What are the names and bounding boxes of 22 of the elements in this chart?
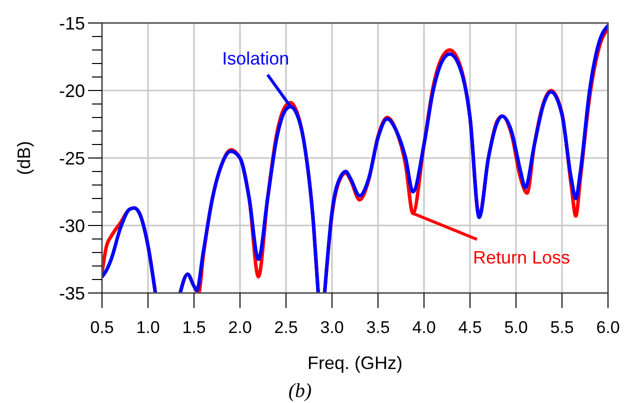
y-axis-title: (dB) [14,140,34,176]
x-tick-label: 5.5 [550,318,574,337]
text: (b) [288,380,312,402]
x-tick-label: 3.5 [366,318,390,337]
x-tick-label: 3.0 [320,318,344,337]
series-label: Return Loss [472,247,570,268]
y-tick-label: -25 [58,148,85,168]
x-tick-label: 2.5 [274,318,298,337]
y-tick-label: -20 [58,80,85,101]
x-tick-label: 5.0 [504,318,528,337]
y-tick-label: -15 [58,13,85,34]
x-tick-label: 4.5 [458,318,482,337]
x-tick-label: 4.0 [412,318,436,337]
y-tick-label: -30 [58,216,85,236]
x-tick-label: 1.0 [136,318,160,337]
x-tick-label: 2.0 [228,318,252,337]
x-axis-title: Freq. (GHz) [307,353,403,373]
x-tick-label: 1.5 [182,318,206,337]
text: Isolation [222,48,290,69]
x-tick-label: 6.0 [596,318,620,337]
y-tick-label: -35 [58,283,85,304]
x-tick-label: 0.5 [90,318,114,337]
